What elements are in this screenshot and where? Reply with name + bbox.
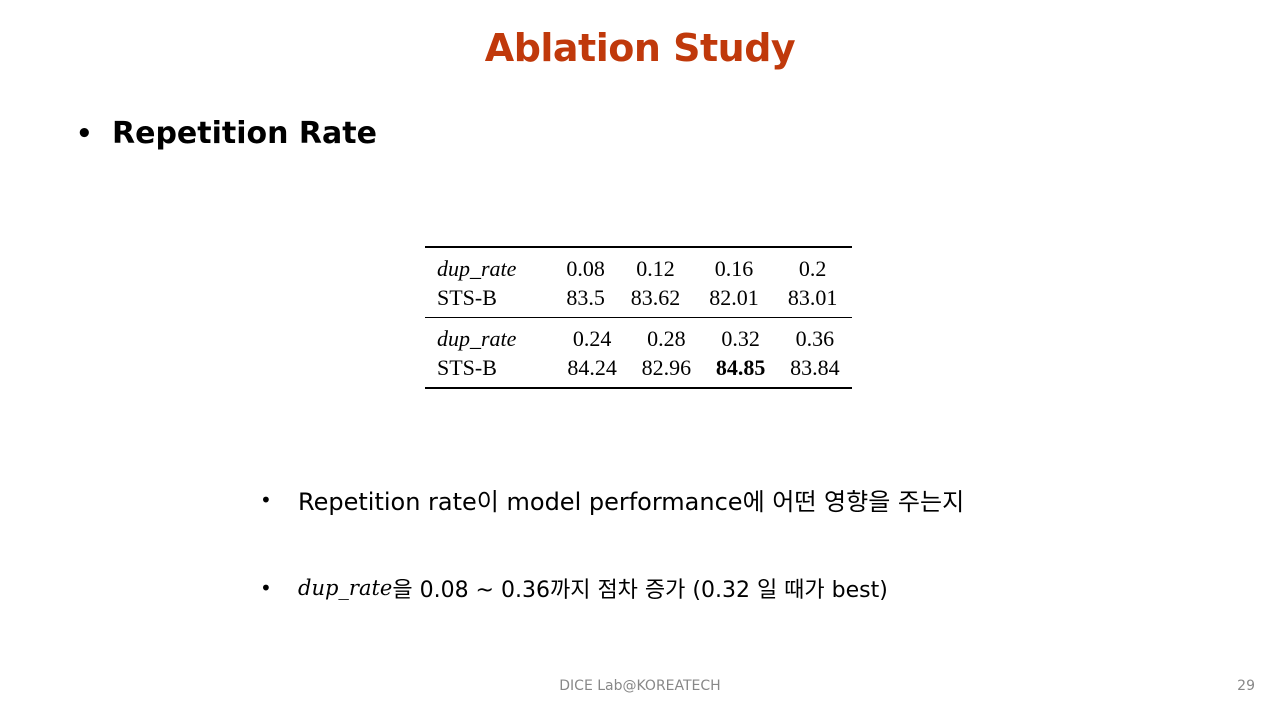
table-cell: 84.24 (567, 354, 617, 380)
bullet-item-2: • dup_rate 을 0.08 ~ 0.36까지 점차 증가 (0.32 일 … (260, 572, 888, 604)
bullet-dot-icon: • (260, 487, 272, 512)
table-row: dup_rate 0.24 0.28 0.32 0.36 (425, 324, 852, 353)
results-table: dup_rate 0.08 0.12 0.16 0.2 STS-B 83.5 8… (425, 246, 852, 389)
table-cell: 82.01 (709, 284, 759, 310)
bullet-dot-icon: • (260, 576, 272, 600)
row-label: STS-B (437, 354, 497, 380)
bullet-text: 을 0.08 ~ 0.36까지 점차 증가 (0.32 일 때가 best) (392, 578, 888, 603)
table-cell: 83.62 (630, 284, 681, 310)
table-mid-rule (425, 317, 852, 318)
table-cell-best: 84.85 (715, 354, 766, 380)
table-cell: 0.08 (566, 255, 605, 281)
table-bottom-rule (425, 387, 852, 389)
bullet-text: Repetition rate이 model performance에 어떤 영… (298, 488, 965, 516)
table-group-2: dup_rate 0.24 0.28 0.32 0.36 STS-B 84.24… (425, 318, 852, 387)
table-row: STS-B 83.5 83.62 82.01 83.01 (425, 283, 852, 312)
section-bullet-label: Repetition Rate (112, 116, 377, 151)
table-cell: 0.12 (636, 255, 675, 281)
table-cell: 0.32 (721, 325, 760, 351)
table-cell: 83.84 (790, 354, 840, 380)
table-cell: 83.5 (566, 284, 605, 310)
table-cell: 0.36 (795, 325, 835, 351)
table-cell: 0.28 (647, 325, 686, 351)
table-row: dup_rate 0.08 0.12 0.16 0.2 (425, 254, 852, 283)
row-label: STS-B (437, 284, 497, 310)
row-label: dup_rate (437, 255, 517, 281)
section-bullet: • Repetition Rate (76, 116, 377, 151)
table-cell: 82.96 (641, 354, 692, 380)
table-cell: 83.01 (787, 284, 838, 310)
table-cell: 0.16 (714, 255, 754, 281)
slide-title: Ablation Study (484, 26, 796, 70)
page-number: 29 (1237, 678, 1255, 694)
table-group-1: dup_rate 0.08 0.12 0.16 0.2 STS-B 83.5 8… (425, 248, 852, 317)
table-cell: 0.2 (798, 255, 827, 281)
table-top-rule (425, 246, 852, 248)
bullet-dot-icon: • (76, 118, 93, 149)
bullet-item-1: • Repetition rate이 model performance에 어떤… (260, 482, 964, 517)
table-row: STS-B 84.24 82.96 84.85 83.84 (425, 353, 852, 382)
row-label: dup_rate (437, 325, 517, 351)
footer-text: DICE Lab@KOREATECH (559, 678, 721, 694)
table-cell: 0.24 (572, 325, 612, 351)
bullet-variable: dup_rate (298, 576, 393, 600)
